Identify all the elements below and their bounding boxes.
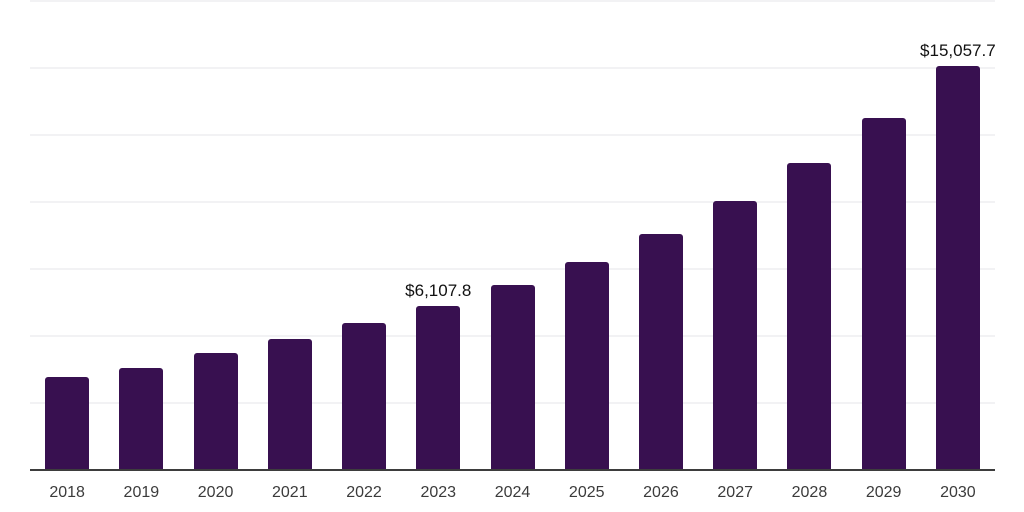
bar-2028 [787,163,832,470]
bar-2020 [193,353,238,470]
x-tick-2029: 2029 [865,484,902,501]
x-tick-2027: 2027 [717,484,753,501]
x-tick-2022: 2022 [346,484,382,501]
bar-2019 [119,368,164,470]
value-label-2023: $6,107.8 [405,281,472,301]
x-tick-2019: 2019 [123,484,160,501]
bar-2021 [267,339,312,470]
bar-2027 [713,200,758,470]
gridline-12500 [30,134,995,136]
x-tick-2030: 2030 [940,484,976,501]
gridline-10000 [30,201,995,203]
x-axis-line [30,469,995,471]
x-tick-2026: 2026 [643,484,679,501]
x-tick-2024: 2024 [494,484,531,501]
x-tick-2020: 2020 [197,484,234,501]
bar-2029 [861,118,906,470]
x-tick-2021: 2021 [272,484,308,501]
x-tick-2018: 2018 [49,484,85,501]
gridline-15000 [30,67,995,69]
bar-2022 [342,323,387,470]
value-label-2030: $15,057.7 [920,41,996,61]
bar-2023 [416,306,461,470]
x-tick-2023: 2023 [420,484,457,501]
x-tick-2028: 2028 [791,484,828,501]
bar-2030 [935,66,980,470]
gridline-7500 [30,268,995,270]
bar-2026 [638,234,683,470]
x-tick-2025: 2025 [568,484,605,501]
gridline-17500 [30,0,995,2]
bar-2024 [490,285,535,470]
bar-2018 [45,376,90,470]
bar-2025 [564,262,609,470]
